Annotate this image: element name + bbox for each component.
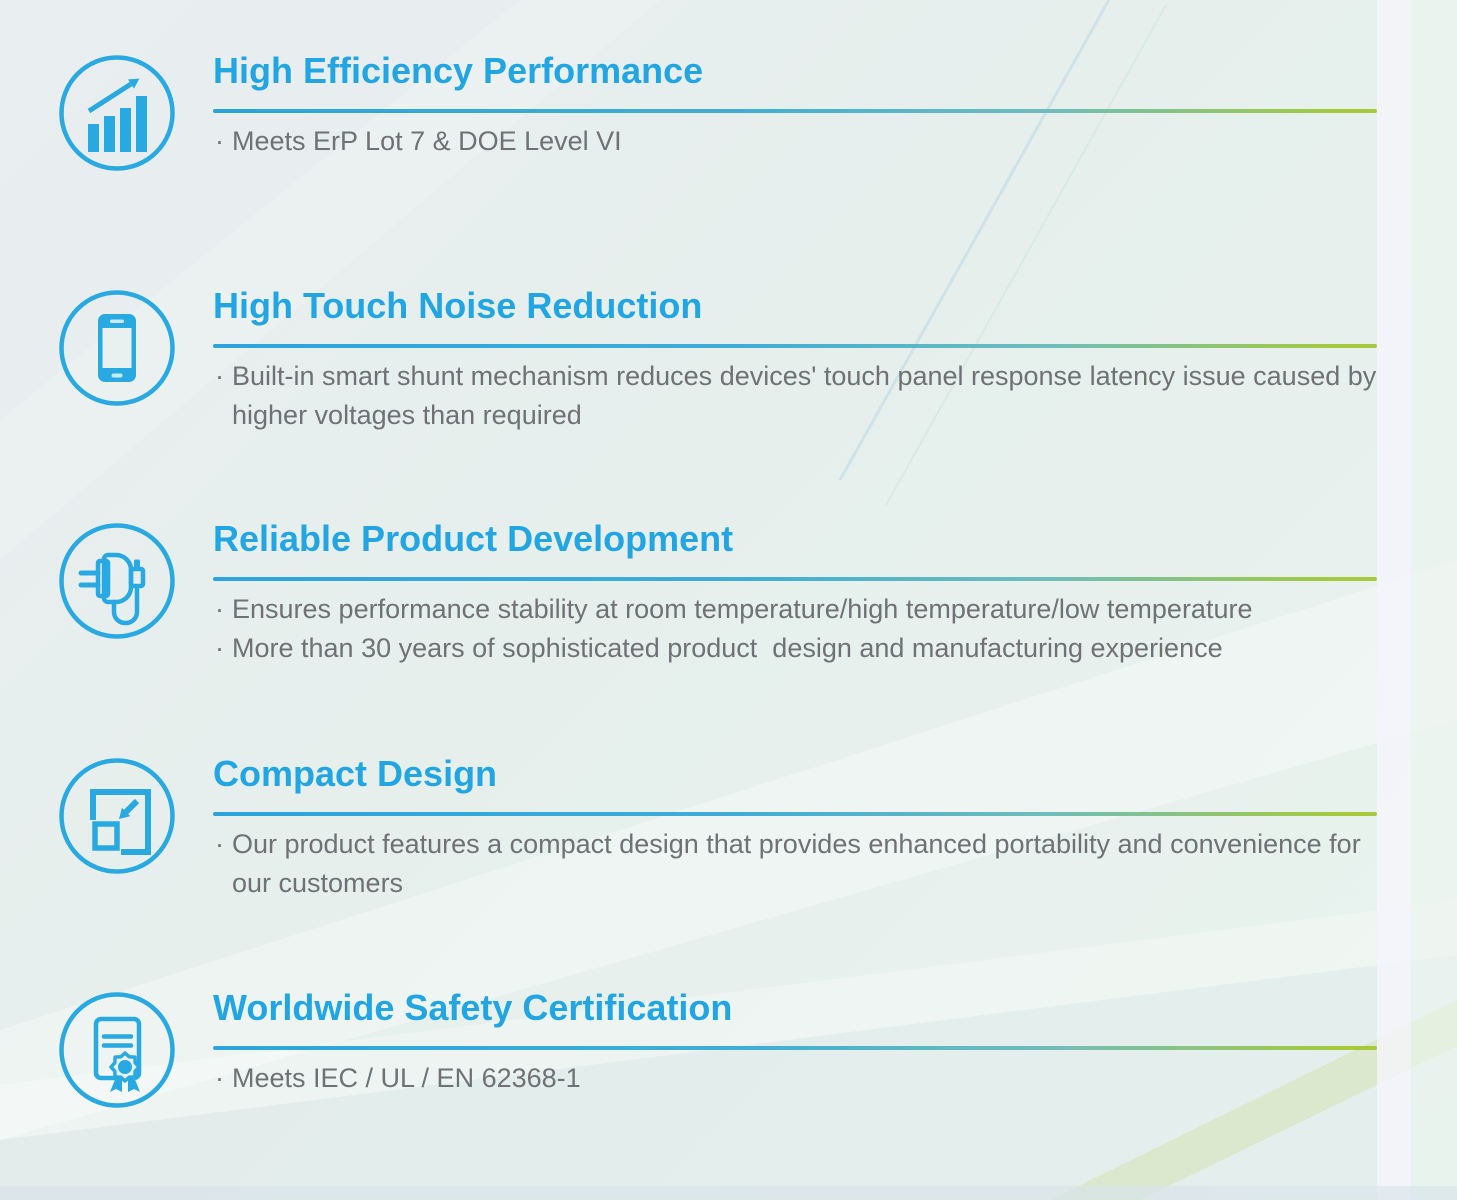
bullet-list: · Meets ErP Lot 7 & DOE Level VI bbox=[213, 122, 1383, 161]
feature-icon-circle bbox=[58, 757, 176, 875]
bullet-dot: · bbox=[215, 593, 224, 624]
section-title: Reliable Product Development bbox=[213, 518, 734, 559]
bullet-dot: · bbox=[215, 360, 224, 391]
bullet-text: Meets ErP Lot 7 & DOE Level VI bbox=[232, 125, 622, 156]
section-divider bbox=[213, 344, 1377, 348]
bullet-list: · Our product features a compact design t… bbox=[213, 825, 1383, 903]
bullet-item: · Meets IEC / UL / EN 62368-1 bbox=[213, 1059, 1383, 1098]
bullet-list: · Ensures performance stability at room t… bbox=[213, 590, 1383, 668]
section-divider bbox=[213, 577, 1377, 581]
bullet-item: · Ensures performance stability at room t… bbox=[213, 590, 1383, 629]
feature-content: High Touch Noise Reduction · Built-in sma… bbox=[213, 285, 1383, 435]
bullet-text: Our product features a compact design th… bbox=[232, 828, 1369, 898]
compact-design-icon bbox=[59, 758, 175, 874]
power-adapter-icon bbox=[59, 523, 175, 639]
bullet-dot: · bbox=[215, 828, 224, 859]
bullet-item: · More than 30 years of sophisticated pro… bbox=[213, 629, 1383, 668]
bullet-dot: · bbox=[215, 125, 224, 156]
section-divider bbox=[213, 812, 1377, 816]
feature-icon-circle bbox=[58, 991, 176, 1109]
bullet-list: · Built-in smart shunt mechanism reduces … bbox=[213, 357, 1383, 435]
feature-content: Compact Design · Our product features a c… bbox=[213, 753, 1383, 903]
bullet-text: More than 30 years of sophisticated prod… bbox=[232, 632, 1223, 663]
section-title: Worldwide Safety Certification bbox=[213, 987, 733, 1028]
bullet-list: · Meets IEC / UL / EN 62368-1 bbox=[213, 1059, 1383, 1098]
feature-section-high-efficiency: High Efficiency Performance · Meets ErP L… bbox=[58, 50, 1383, 172]
feature-section-safety-certification: Worldwide Safety Certification · Meets IE… bbox=[58, 987, 1383, 1109]
bullet-item: · Built-in smart shunt mechanism reduces … bbox=[213, 357, 1383, 435]
bullet-item: · Meets ErP Lot 7 & DOE Level VI bbox=[213, 122, 1383, 161]
certificate-icon bbox=[59, 992, 175, 1108]
section-title: High Touch Noise Reduction bbox=[213, 285, 703, 326]
bullet-item: · Our product features a compact design t… bbox=[213, 825, 1383, 903]
section-divider bbox=[213, 109, 1377, 113]
feature-icon-circle bbox=[58, 54, 176, 172]
section-title: Compact Design bbox=[213, 753, 498, 794]
bullet-dot: · bbox=[215, 632, 224, 663]
feature-content: Reliable Product Development · Ensures pe… bbox=[213, 518, 1383, 668]
feature-section-touch-noise: High Touch Noise Reduction · Built-in sma… bbox=[58, 285, 1383, 435]
feature-content: Worldwide Safety Certification · Meets IE… bbox=[213, 987, 1383, 1098]
section-divider bbox=[213, 1046, 1377, 1050]
feature-section-compact-design: Compact Design · Our product features a c… bbox=[58, 753, 1383, 903]
section-title: High Efficiency Performance bbox=[213, 50, 704, 91]
feature-icon-circle bbox=[58, 522, 176, 640]
bullet-text: Meets IEC / UL / EN 62368-1 bbox=[232, 1062, 581, 1093]
bullet-text: Ensures performance stability at room te… bbox=[232, 593, 1253, 624]
feature-icon-circle bbox=[58, 289, 176, 407]
feature-content: High Efficiency Performance · Meets ErP L… bbox=[213, 50, 1383, 161]
feature-section-reliable-development: Reliable Product Development · Ensures pe… bbox=[58, 518, 1383, 668]
smartphone-icon bbox=[59, 290, 175, 406]
bar-chart-growth-icon bbox=[59, 55, 175, 171]
bullet-text: Built-in smart shunt mechanism reduces d… bbox=[232, 360, 1384, 430]
bullet-dot: · bbox=[215, 1062, 224, 1093]
